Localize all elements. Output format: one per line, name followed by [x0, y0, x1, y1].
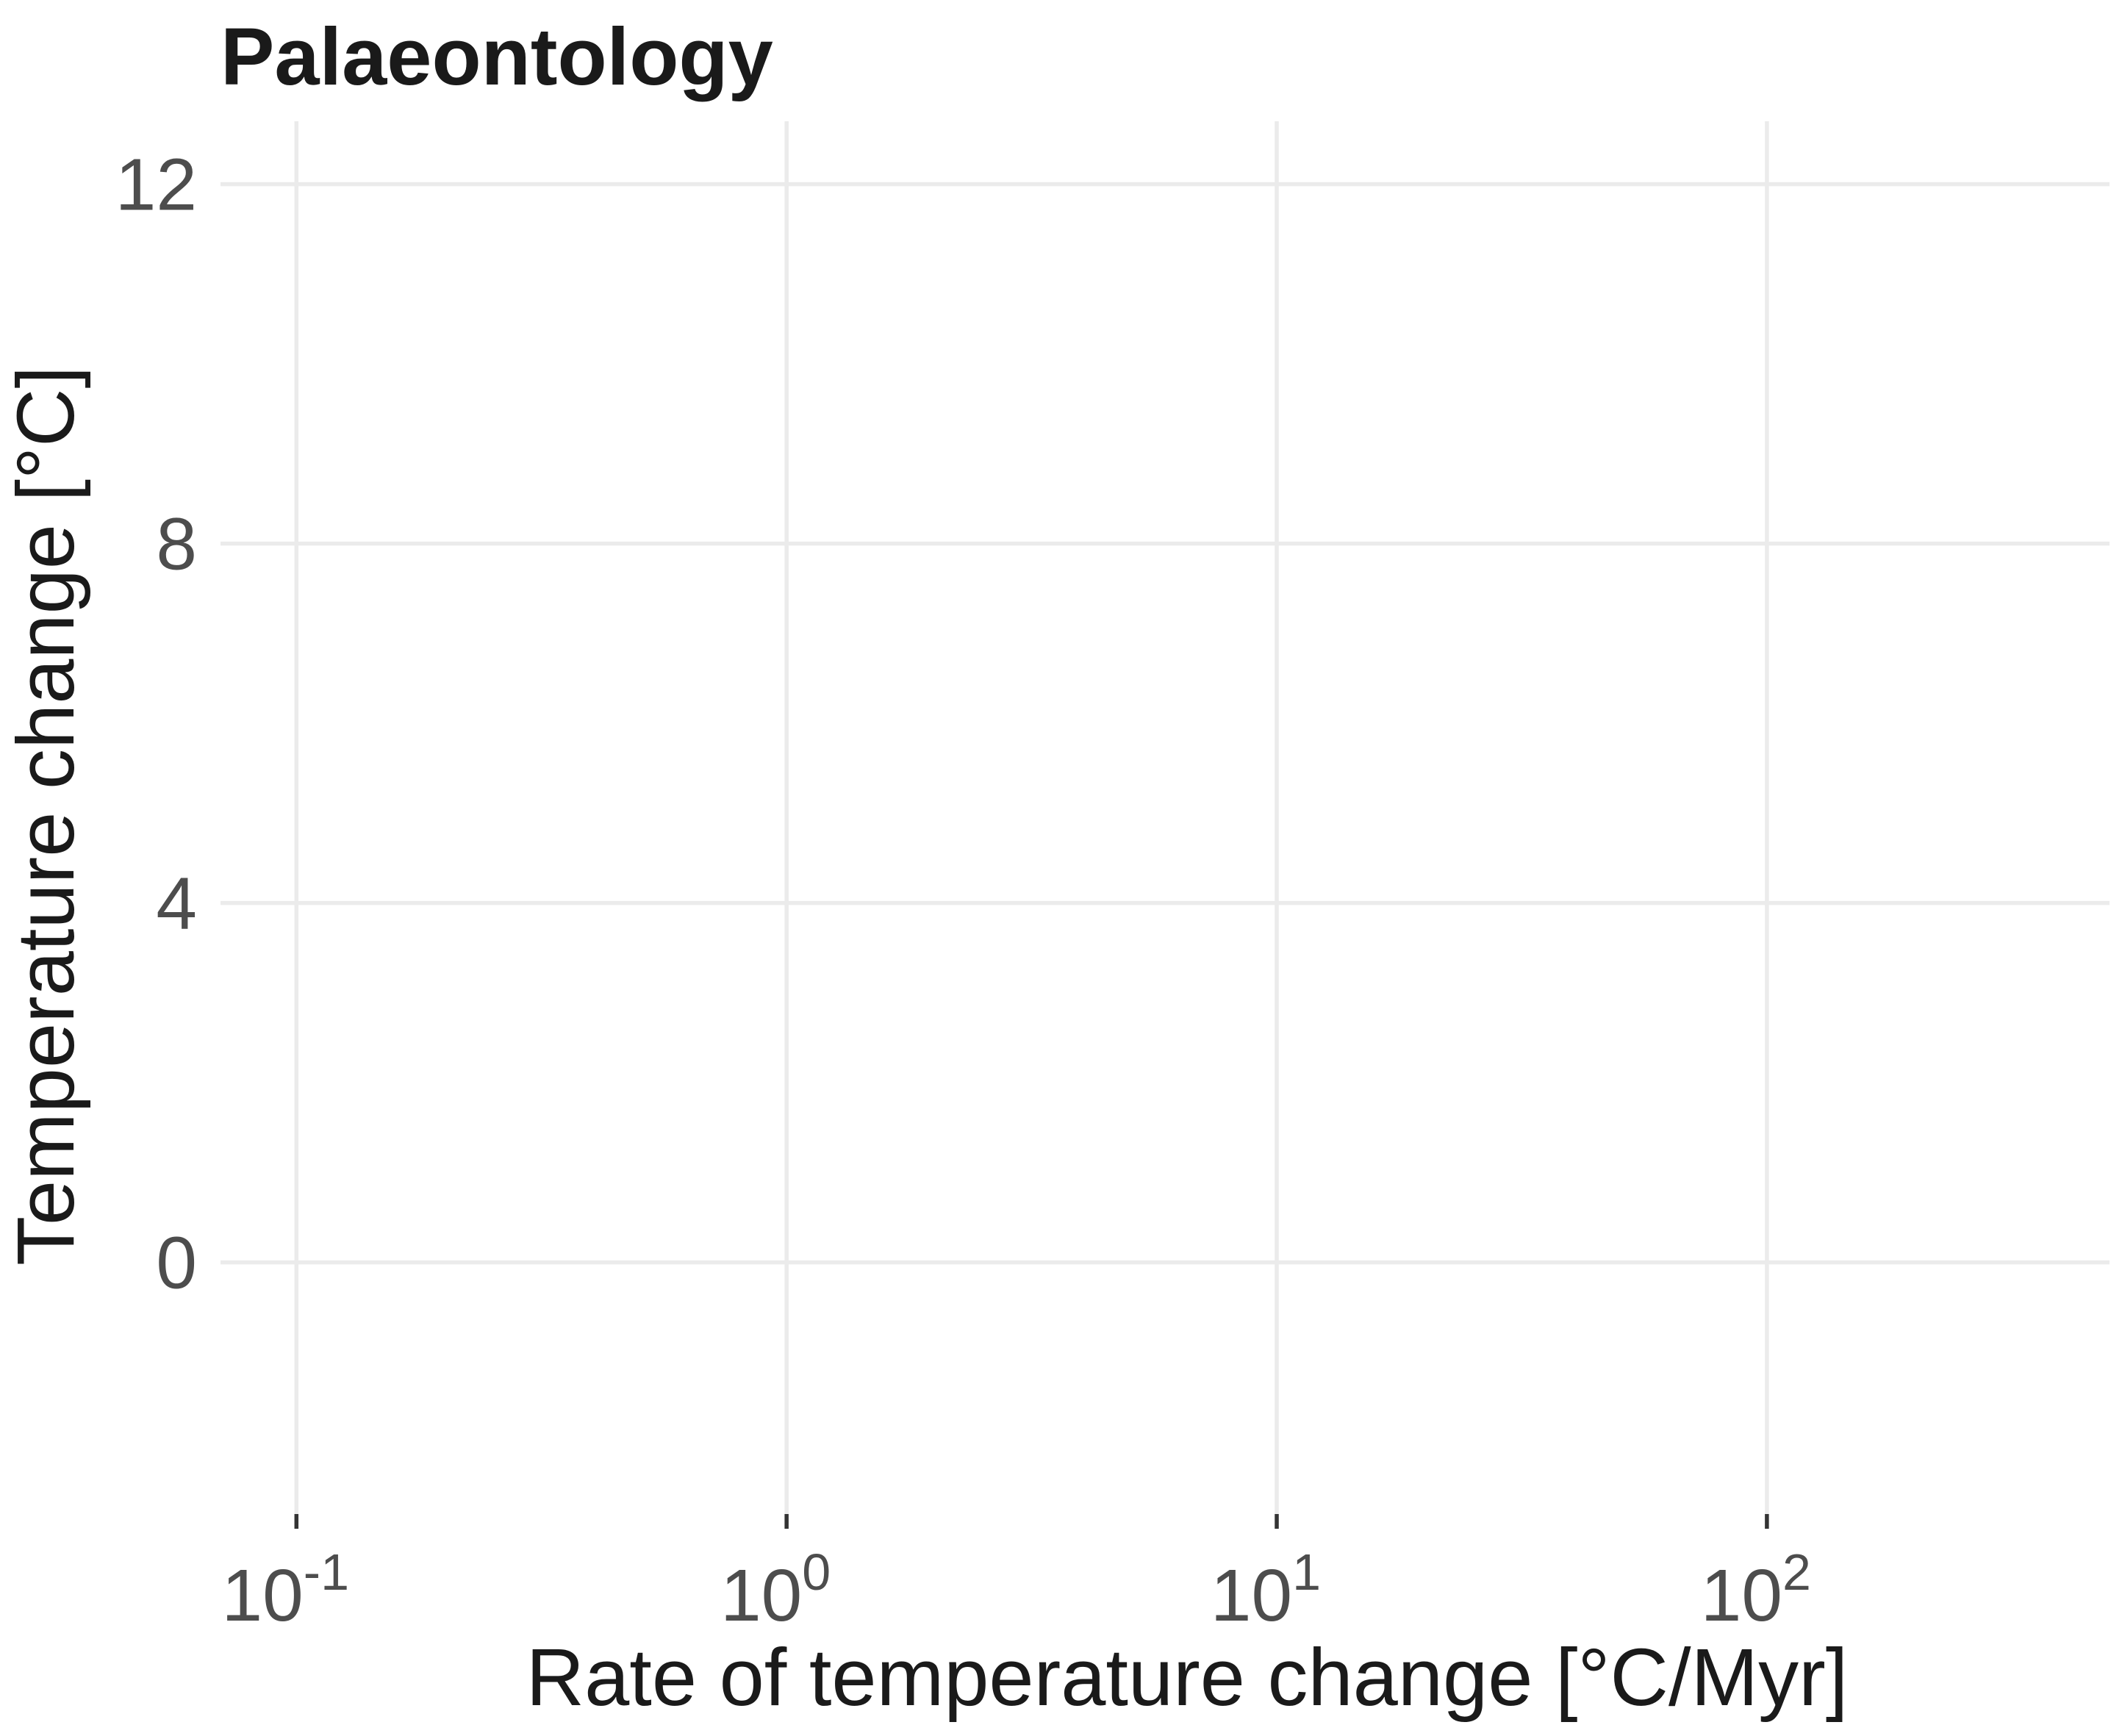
y-axis-ticks: 0 4 8 12 — [115, 144, 197, 1305]
x-tick-label: 100 — [720, 1543, 831, 1637]
y-tick-label: 8 — [156, 503, 197, 586]
horizontal-gridlines — [221, 182, 2110, 1265]
x-axis-title: Rate of temperature change [°C/Myr] — [526, 1632, 1849, 1723]
x-axis-ticks: 10-1 100 101 102 — [222, 1514, 1811, 1637]
y-tick-label: 4 — [156, 863, 197, 945]
y-tick-label: 12 — [115, 144, 197, 226]
x-tick-label: 10-1 — [222, 1543, 349, 1637]
y-tick-label: 0 — [156, 1222, 197, 1305]
y-axis-title: Temperature change [°C] — [1, 366, 91, 1266]
vertical-gridlines — [294, 121, 1769, 1514]
chart-title: Palaeontology — [221, 12, 773, 102]
x-tick-label: 102 — [1701, 1543, 1811, 1637]
x-tick-label: 101 — [1211, 1543, 1321, 1637]
